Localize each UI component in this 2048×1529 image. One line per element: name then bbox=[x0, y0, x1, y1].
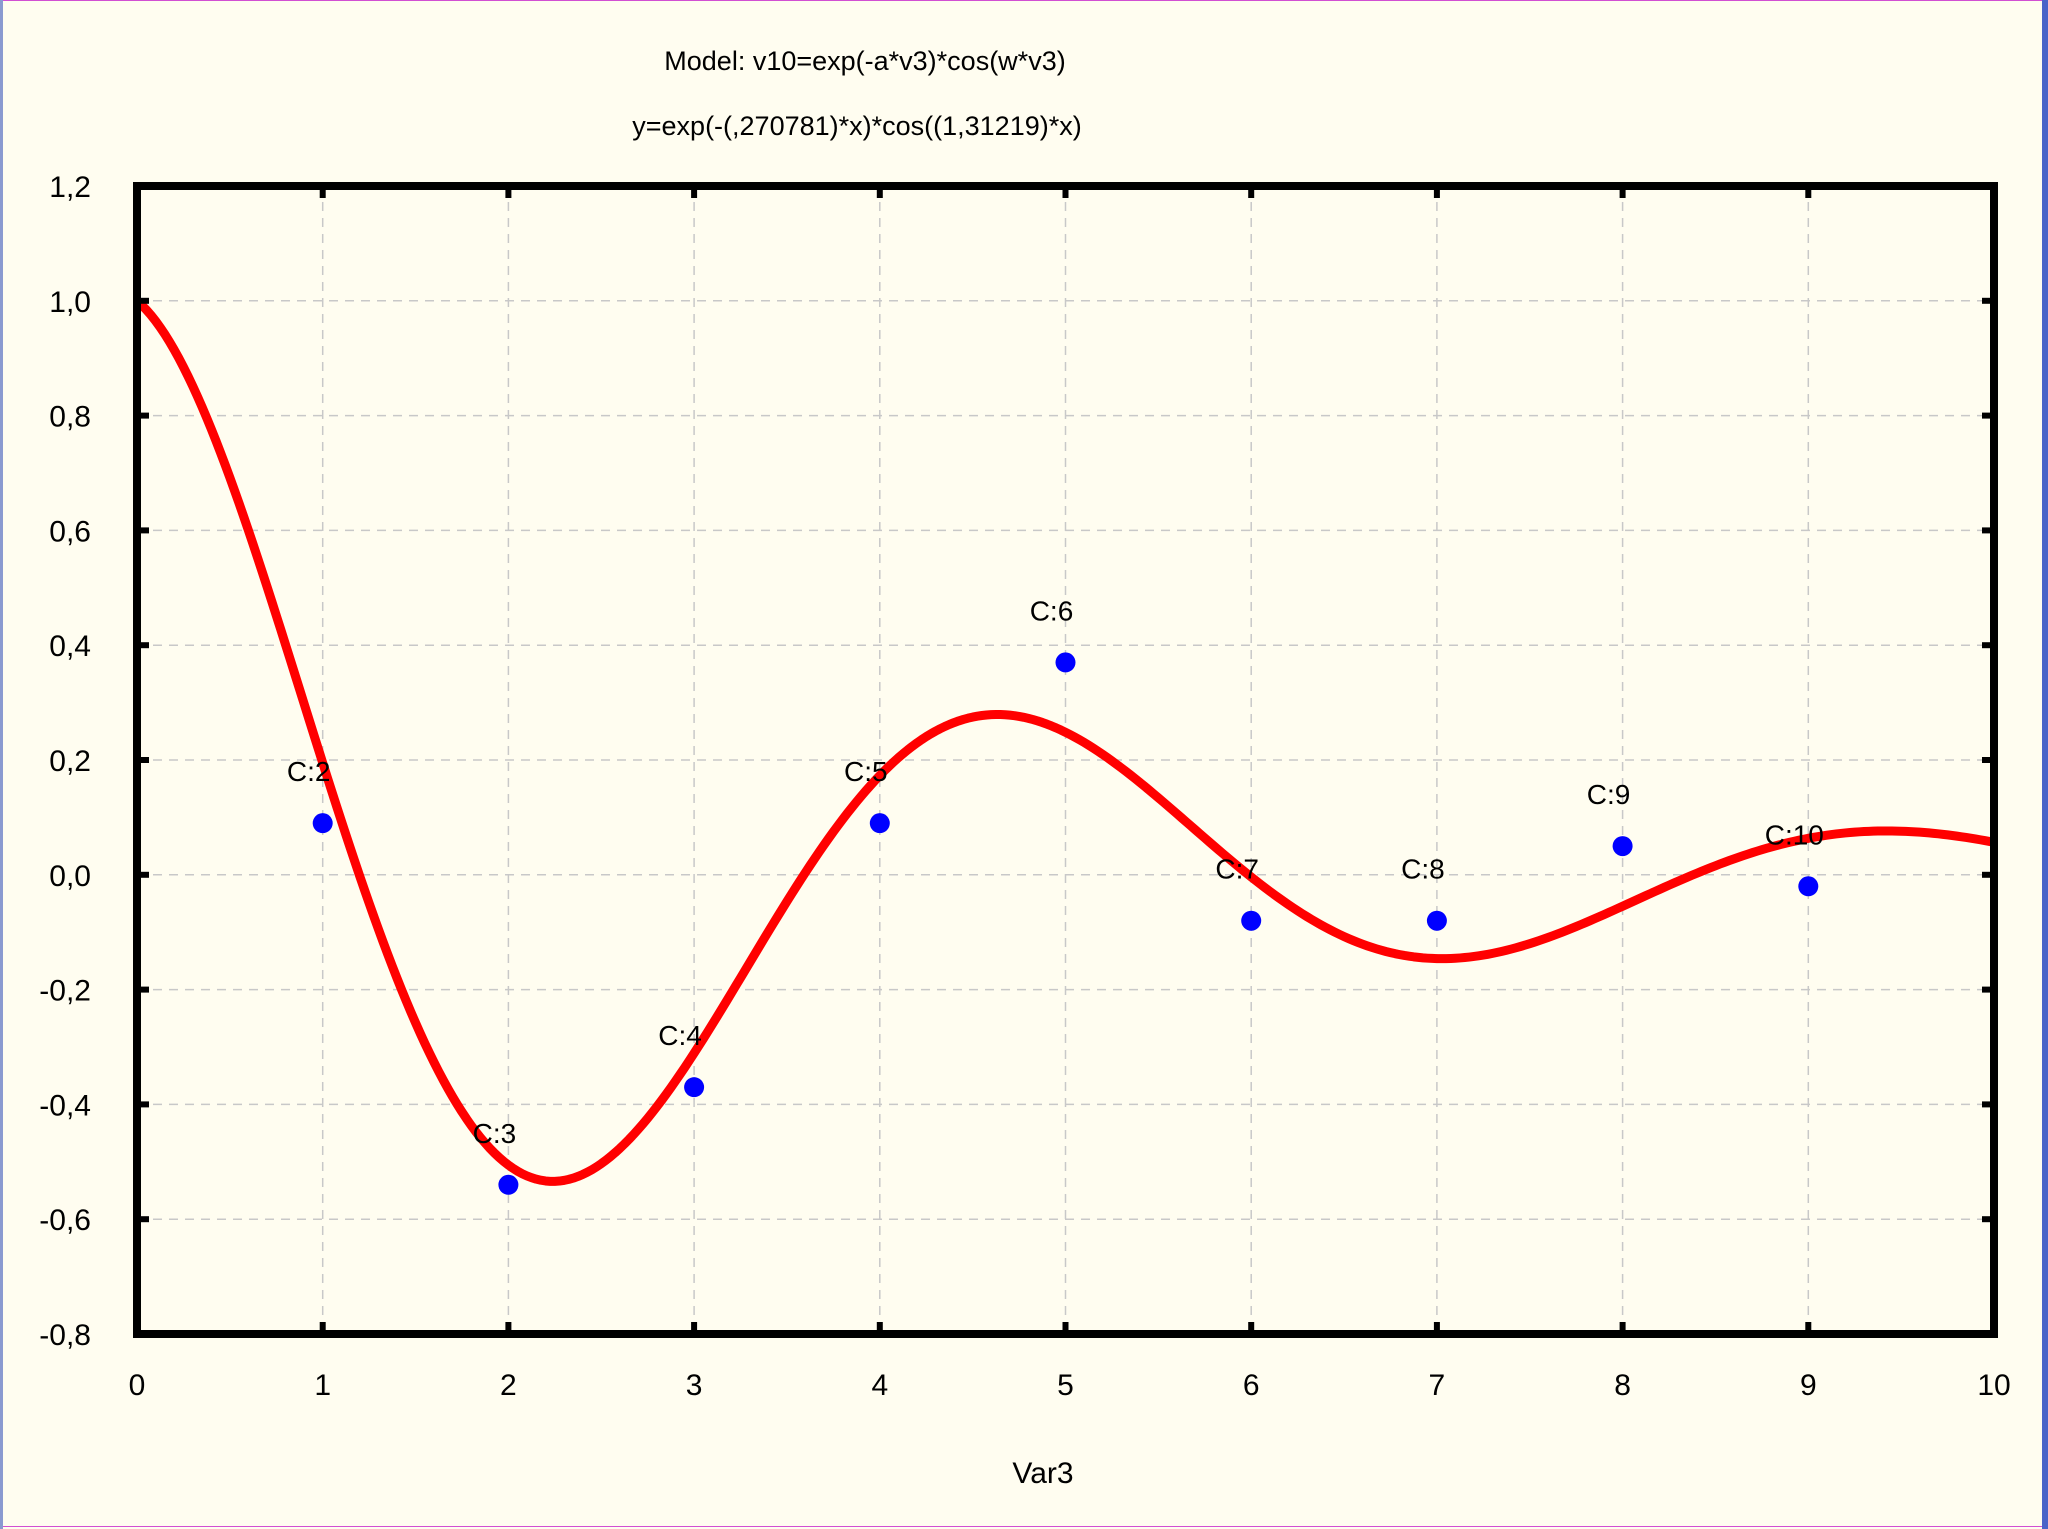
x-tick-label: 0 bbox=[129, 1369, 146, 1402]
point-label: C:7 bbox=[1215, 854, 1259, 885]
data-point bbox=[1241, 910, 1262, 931]
y-tick-label: 0,2 bbox=[49, 745, 91, 778]
axes: 0 1 2 3 4 5 6 7 8 9 10 -0,8 -0,6 -0,4 -0,2 0,0 0,2 0,4 0,6… bbox=[39, 171, 2010, 1402]
x-tick-label: 2 bbox=[500, 1369, 517, 1402]
data-point bbox=[1798, 876, 1819, 897]
point-label: C:10 bbox=[1765, 819, 1824, 850]
y-tick-label: 0,0 bbox=[49, 860, 91, 893]
data-point bbox=[1612, 836, 1633, 857]
x-tick-label: 1 bbox=[314, 1369, 331, 1402]
point-label: C:9 bbox=[1587, 779, 1631, 810]
data-point bbox=[312, 813, 333, 834]
x-tick-label: 8 bbox=[1614, 1369, 1631, 1402]
data-point bbox=[684, 1077, 705, 1098]
point-label: C:2 bbox=[287, 756, 331, 787]
chart-title: Model: v10=exp(-a*v3)*cos(w*v3) bbox=[664, 46, 1065, 76]
x-axis-title: Var3 bbox=[1012, 1457, 1073, 1490]
x-tick-label: 9 bbox=[1800, 1369, 1817, 1402]
y-tick-label: -0,2 bbox=[39, 975, 91, 1008]
y-tick-label: 1,0 bbox=[49, 286, 91, 319]
data-points: C:2 C:3 C:4 C:5 C:6 C:7 C:8 C:9 C:10 bbox=[287, 595, 1824, 1195]
data-point bbox=[498, 1174, 519, 1195]
fit-curve-group bbox=[133, 297, 1995, 1186]
chart-subtitle: y=exp(-(,270781)*x)*cos((1,31219)*x) bbox=[632, 111, 1081, 141]
grid bbox=[137, 186, 1994, 1334]
y-tick-label: -0,4 bbox=[39, 1089, 91, 1122]
x-tick-label: 5 bbox=[1057, 1369, 1074, 1402]
point-label: C:5 bbox=[844, 756, 888, 787]
x-tick-label: 3 bbox=[686, 1369, 703, 1402]
point-label: C:4 bbox=[658, 1020, 702, 1051]
y-tick-label: 0,8 bbox=[49, 401, 91, 434]
right-edge-bar bbox=[2042, 0, 2048, 1529]
data-point bbox=[1055, 652, 1076, 673]
x-tick-label: 4 bbox=[871, 1369, 888, 1402]
point-label: C:6 bbox=[1030, 595, 1074, 626]
x-tick-label: 6 bbox=[1243, 1369, 1260, 1402]
point-label: C:3 bbox=[473, 1118, 517, 1149]
y-tick-label: 0,6 bbox=[49, 515, 91, 548]
point-label: C:8 bbox=[1401, 854, 1445, 885]
left-edge-bar bbox=[0, 0, 3, 1529]
fit-curve bbox=[133, 297, 1995, 1186]
x-tick-label: 10 bbox=[1977, 1369, 2010, 1402]
y-tick-label: -0,6 bbox=[39, 1204, 91, 1237]
data-point bbox=[869, 813, 890, 834]
data-point bbox=[1426, 910, 1447, 931]
y-tick-label: -0,8 bbox=[39, 1319, 91, 1352]
x-tick-label: 7 bbox=[1429, 1369, 1446, 1402]
y-tick-label: 1,2 bbox=[49, 171, 91, 204]
y-tick-label: 0,4 bbox=[49, 630, 91, 663]
